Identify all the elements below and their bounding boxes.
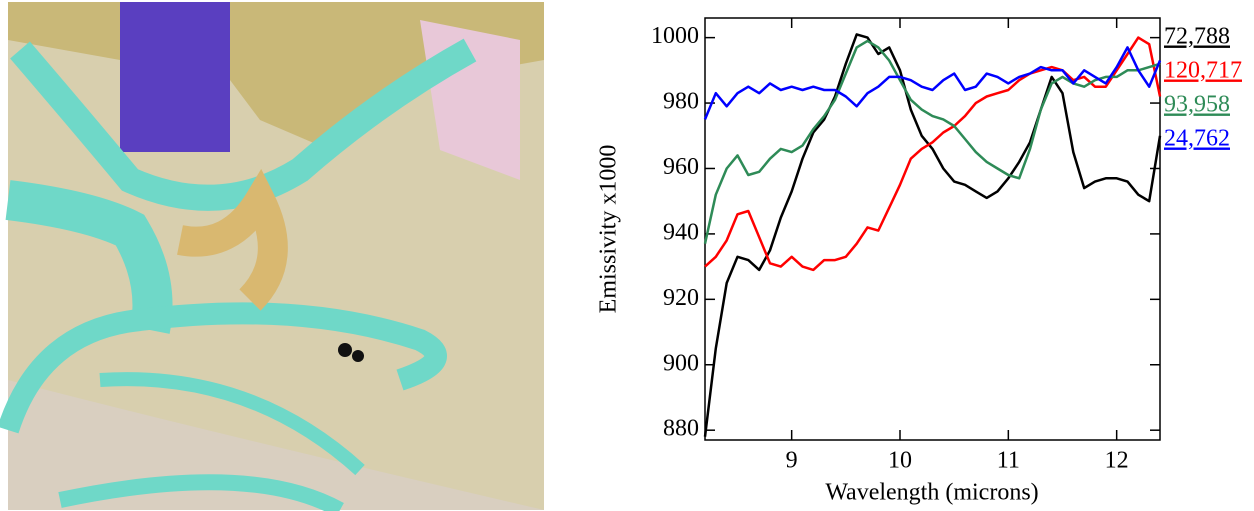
image-region — [8, 380, 544, 510]
y-axis-label: Emissivity x1000 — [596, 145, 622, 314]
legend-label: 72,788 — [1164, 24, 1230, 50]
image-region — [177, 168, 288, 311]
satellite-image — [0, 2, 544, 511]
image-river — [58, 474, 344, 511]
y-tick-label: 1000 — [651, 23, 699, 49]
series-line — [703, 39, 1161, 244]
plot-frame — [704, 17, 1161, 441]
y-tick-label: 920 — [663, 285, 699, 311]
legend-label: 93,958 — [1164, 92, 1230, 118]
image-river — [0, 302, 447, 434]
y-tick-label: 960 — [663, 154, 699, 180]
x-axis-label: Wavelength (microns) — [825, 480, 1038, 506]
series-line — [703, 33, 1162, 437]
image-region — [120, 2, 230, 152]
image-river — [10, 38, 477, 211]
x-tick-label: 12 — [1105, 448, 1129, 474]
y-tick-label: 940 — [663, 219, 699, 245]
image-river — [5, 180, 173, 334]
y-tick-label: 880 — [663, 416, 699, 442]
series-line — [704, 36, 1162, 272]
image-river — [99, 372, 365, 476]
y-tick-label: 900 — [663, 350, 699, 376]
legend-label: 120,717 — [1164, 58, 1242, 84]
image-spot — [352, 350, 364, 362]
series-line — [703, 46, 1162, 120]
x-tick-label: 9 — [786, 448, 798, 474]
y-tick-label: 980 — [663, 89, 699, 115]
image-spot — [338, 343, 352, 357]
x-tick-label: 11 — [997, 448, 1020, 474]
x-tick-label: 10 — [888, 448, 912, 474]
legend-label: 24,762 — [1164, 126, 1230, 152]
